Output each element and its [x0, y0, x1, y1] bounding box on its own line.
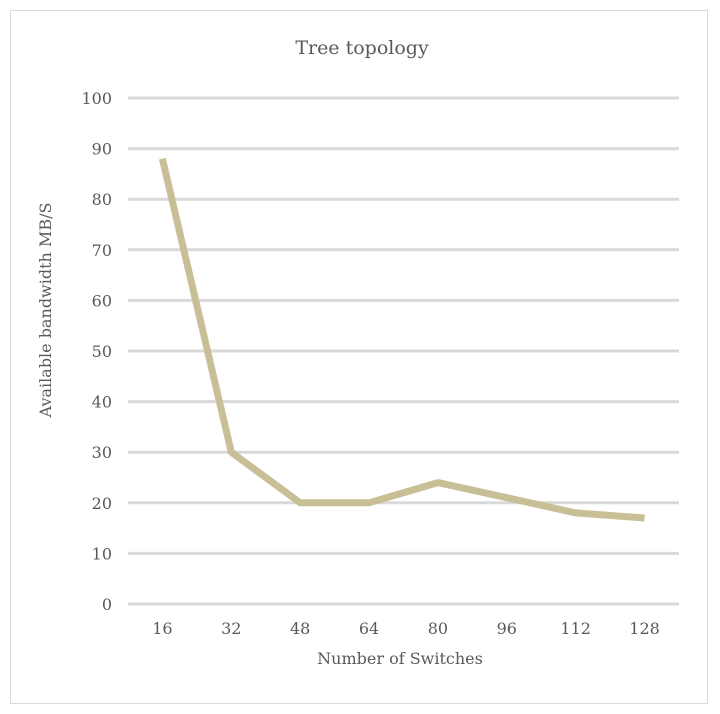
y-tick-label: 60 [92, 291, 112, 310]
x-axis-ticks: 16 32 48 64 80 96 112 128 [152, 619, 660, 638]
y-tick-label: 20 [92, 494, 112, 513]
y-axis-label: Available bandwidth MB/S [36, 203, 55, 419]
y-tick-label: 40 [92, 393, 112, 412]
x-tick-label: 48 [290, 619, 310, 638]
y-tick-label: 0 [102, 595, 112, 614]
y-tick-label: 100 [81, 89, 112, 108]
x-tick-label: 16 [152, 619, 172, 638]
y-tick-label: 80 [92, 190, 112, 209]
x-tick-label: 80 [428, 619, 448, 638]
y-tick-label: 90 [92, 140, 112, 159]
y-tick-label: 50 [92, 342, 112, 361]
y-axis-ticks: 0 10 20 30 40 50 60 70 80 90 100 [81, 89, 112, 614]
x-tick-label: 128 [629, 619, 660, 638]
gridlines [128, 96, 679, 606]
x-axis-label: Number of Switches [317, 649, 483, 668]
chart-title: Tree topology [295, 37, 429, 59]
x-tick-label: 32 [221, 619, 241, 638]
chart-frame [10, 10, 708, 704]
y-tick-label: 10 [92, 544, 112, 563]
series-line [158, 157, 645, 522]
x-tick-label: 96 [497, 619, 517, 638]
x-tick-label: 64 [359, 619, 379, 638]
y-tick-label: 70 [92, 241, 112, 260]
x-tick-label: 112 [560, 619, 591, 638]
y-tick-label: 30 [92, 443, 112, 462]
